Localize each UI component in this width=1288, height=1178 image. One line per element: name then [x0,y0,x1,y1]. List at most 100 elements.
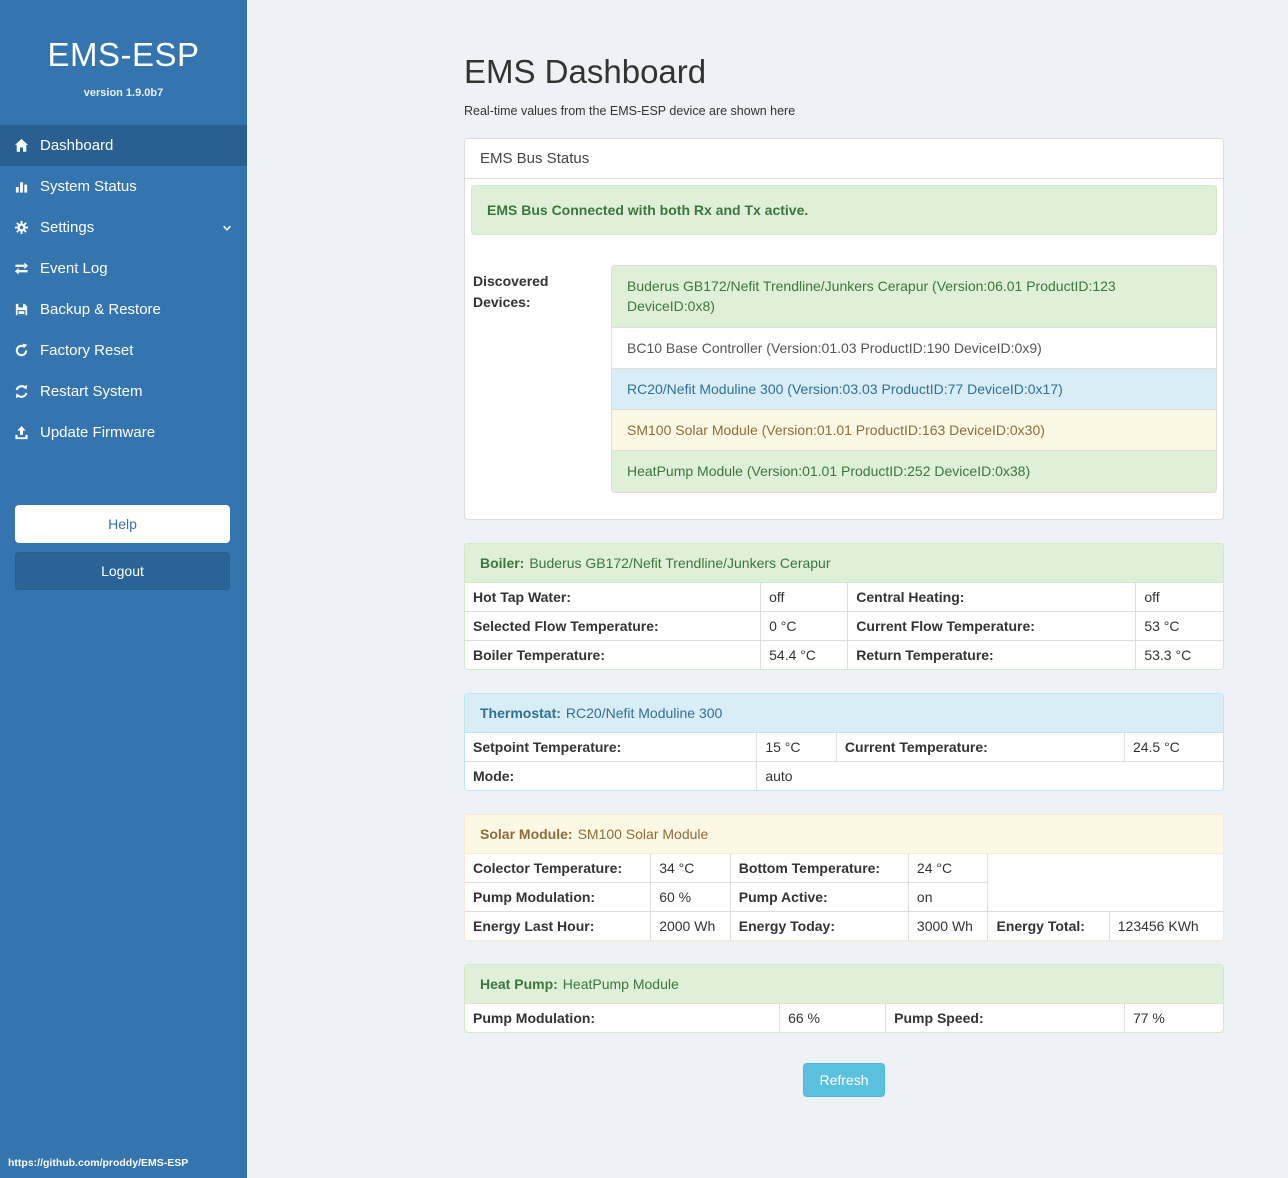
nav-label: System Status [40,178,137,195]
table-row: Pump Modulation: 60 % Pump Active: on [464,881,1223,912]
field-label: Selected Flow Temperature: [464,610,762,641]
heatpump-device-name: HeatPump Module [562,975,679,992]
heatpump-table: Pump Modulation: 66 % Pump Speed: 77 % [464,1003,1224,1033]
empty-cell [988,882,1223,911]
field-value: 3000 Wh [907,910,989,941]
solar-header: Solar Module: SM100 Solar Module [465,814,1223,854]
field-label: Central Heating: [847,582,1137,612]
device-item: RC20/Nefit Moduline 300 (Version:03.03 P… [611,367,1217,411]
boiler-label: Boiler: [480,554,525,571]
thermostat-device-name: RC20/Nefit Moduline 300 [565,704,723,721]
field-value: auto [756,760,1224,791]
thermostat-label: Thermostat: [480,704,561,721]
nav-label: Event Log [40,260,108,277]
empty-cell [988,854,1223,883]
device-item: HeatPump Module (Version:01.01 ProductID… [611,450,1217,493]
heatpump-header: Heat Pump: HeatPump Module [465,964,1223,1004]
bus-status-panel: EMS Bus Status EMS Bus Connected with bo… [464,138,1224,520]
solar-device-name: SM100 Solar Module [577,825,709,842]
circular-arrow-icon [14,343,40,358]
sidebar: EMS-ESP version 1.9.0b7 Dashboard System… [0,0,247,1178]
table-row: Pump Modulation: 66 % Pump Speed: 77 % [464,1003,1224,1033]
field-label: Pump Speed: [885,1003,1125,1033]
field-label: Pump Modulation: [464,881,652,912]
field-value: 53.3 °C [1135,639,1224,670]
field-label: Return Temperature: [847,639,1137,670]
field-label: Boiler Temperature: [464,639,762,670]
home-icon [14,138,40,153]
field-value: 66 % [779,1003,887,1033]
help-button[interactable]: Help [15,505,230,543]
solar-table: Colector Temperature: 34 °C Bottom Tempe… [464,853,1224,941]
sidebar-item-restart-system[interactable]: Restart System [0,371,247,412]
field-value: 0 °C [760,610,849,641]
refresh-button[interactable]: Refresh [803,1062,885,1097]
field-label: Hot Tap Water: [464,582,762,612]
page-title: EMS Dashboard [464,53,707,90]
sidebar-nav: Dashboard System Status Settings Event L… [0,125,247,453]
field-value: 34 °C [650,853,731,883]
sidebar-buttons: Help Logout [15,505,230,590]
field-value: 15 °C [756,732,837,762]
field-label: Energy Today: [729,910,909,941]
logout-button[interactable]: Logout [15,552,230,590]
sidebar-item-event-log[interactable]: Event Log [0,248,247,289]
nav-label: Update Firmware [40,424,156,441]
sidebar-item-factory-reset[interactable]: Factory Reset [0,330,247,371]
nav-label: Factory Reset [40,342,134,359]
boiler-table: Hot Tap Water: off Central Heating: off … [464,582,1224,670]
sidebar-item-system-status[interactable]: System Status [0,166,247,207]
field-label: Current Temperature: [835,732,1125,762]
nav-label: Dashboard [40,137,114,154]
device-list: Buderus GB172/Nefit Trendline/Junkers Ce… [611,265,1217,493]
github-link[interactable]: https://github.com/proddy/EMS-ESP [8,1157,189,1169]
device-item: Buderus GB172/Nefit Trendline/Junkers Ce… [611,265,1217,328]
gear-icon [14,220,40,235]
table-row: Selected Flow Temperature: 0 °C Current … [464,610,1224,641]
sidebar-item-update-firmware[interactable]: Update Firmware [0,412,247,453]
thermostat-table: Setpoint Temperature: 15 °C Current Temp… [464,732,1224,791]
sidebar-item-dashboard[interactable]: Dashboard [0,125,247,166]
boiler-device-name: Buderus GB172/Nefit Trendline/Junkers Ce… [529,554,831,571]
boiler-panel: Boiler: Buderus GB172/Nefit Trendline/Jun… [464,542,1224,670]
bus-status-alert: EMS Bus Connected with both Rx and Tx ac… [471,185,1217,235]
field-value: off [760,582,849,612]
field-label: Setpoint Temperature: [464,732,758,762]
table-row: Colector Temperature: 34 °C Bottom Tempe… [464,853,1223,883]
field-label: Pump Active: [729,881,909,912]
nav-label: Restart System [40,383,143,400]
field-label: Colector Temperature: [464,853,652,883]
device-item: BC10 Base Controller (Version:01.03 Prod… [611,326,1217,369]
field-value: on [907,881,989,912]
field-value: 24 °C [907,853,989,883]
chevron-down-icon [221,222,233,234]
thermostat-panel: Thermostat: RC20/Nefit Moduline 300 Setpo… [464,692,1224,791]
field-label: Pump Modulation: [464,1003,781,1033]
upload-icon [14,425,40,440]
field-value: off [1135,582,1224,612]
heatpump-label: Heat Pump: [480,975,558,992]
table-row: Mode: auto [464,760,1224,791]
field-value: 2000 Wh [650,910,731,941]
app-title: EMS-ESP [47,36,200,73]
table-row: Setpoint Temperature: 15 °C Current Temp… [464,732,1224,762]
bar-chart-icon [14,179,40,194]
field-value: 53 °C [1135,610,1224,641]
table-row: Boiler Temperature: 54.4 °C Return Tempe… [464,639,1224,670]
field-label: Bottom Temperature: [729,853,909,883]
discovered-devices-label: Discovered Devices: [473,273,549,310]
field-value: 77 % [1123,1003,1224,1033]
field-label: Current Flow Temperature: [847,610,1137,641]
sidebar-item-backup-restore[interactable]: Backup & Restore [0,289,247,330]
exchange-arrows-icon [14,261,40,276]
main-content: EMS Dashboard Real-time values from the … [464,0,1224,1137]
discovered-devices-row: Discovered Devices: Buderus GB172/Nefit … [471,265,1217,493]
field-label: Mode: [464,760,758,791]
field-value: 60 % [650,881,731,912]
sidebar-item-settings[interactable]: Settings [0,207,247,248]
table-row: Energy Last Hour: 2000 Wh Energy Today: … [464,910,1224,941]
refresh-area: Refresh [464,1056,1224,1137]
field-label: Energy Total: [987,910,1110,941]
thermostat-header: Thermostat: RC20/Nefit Moduline 300 [465,693,1223,733]
solar-label: Solar Module: [480,825,573,842]
